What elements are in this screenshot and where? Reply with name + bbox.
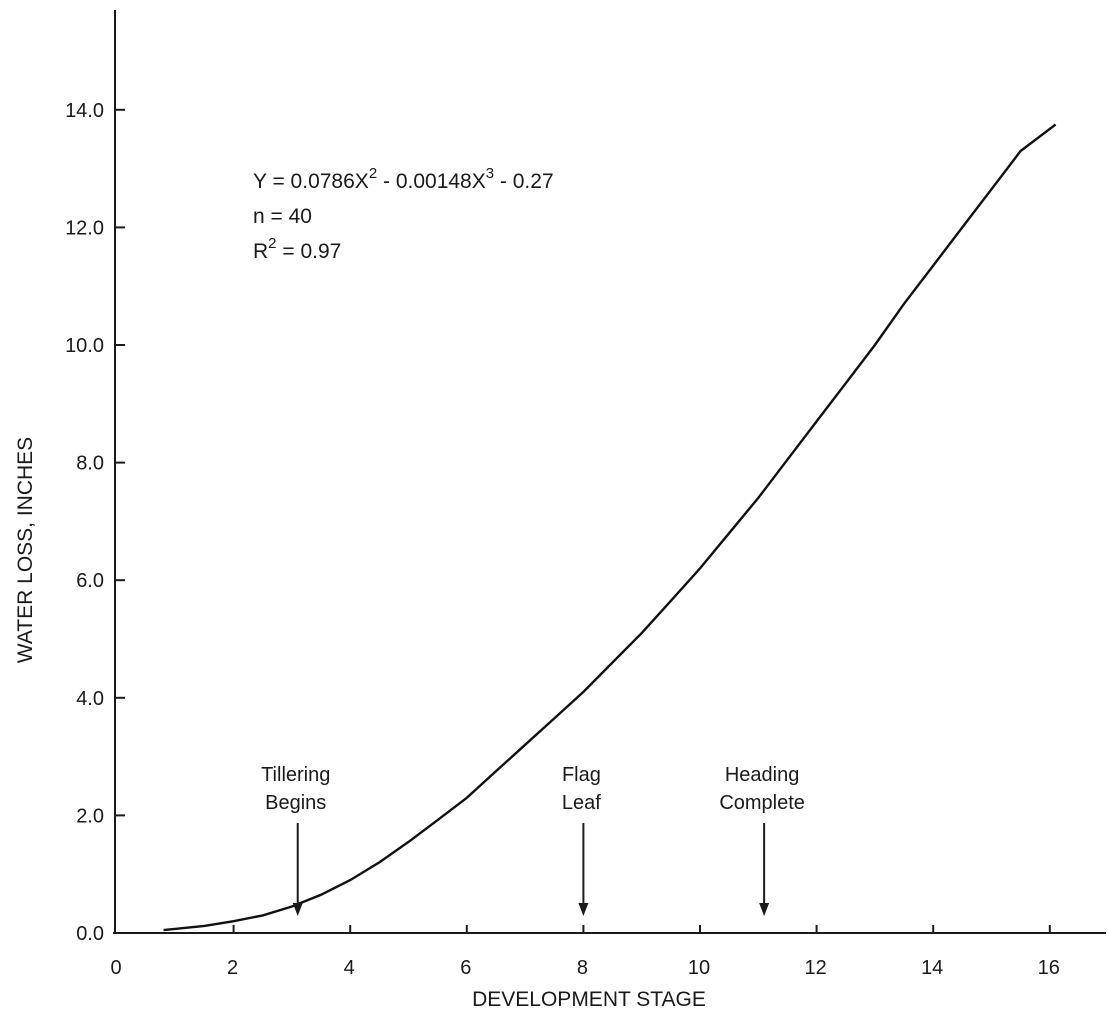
water-loss-curve <box>163 123 1057 932</box>
equation-r-suffix: = 0.97 <box>277 240 342 263</box>
equation-sup-1: 2 <box>369 165 377 182</box>
x-tick-label-5: 10 <box>688 957 710 979</box>
equation-mid-part: - 0.00148X <box>377 170 486 193</box>
x-tick-label-0: 0 <box>110 957 121 979</box>
y-ticks: 0.0 2.0 4.0 6.0 8.0 10.0 12.0 14.0 <box>65 100 125 945</box>
x-tick-label-2: 4 <box>344 957 355 979</box>
y-tick-label-7: 14.0 <box>65 100 104 122</box>
heading-label-line1: Heading <box>725 764 800 786</box>
axes <box>113 10 1106 934</box>
heading-label-line2: Complete <box>719 792 805 814</box>
x-ticks: 0 2 4 6 8 10 12 14 16 <box>110 925 1060 979</box>
x-tick-label-3: 6 <box>460 957 471 979</box>
y-tick-label-2: 4.0 <box>76 688 104 710</box>
x-tick-label-4: 8 <box>577 957 588 979</box>
equation-r2: R2 = 0.97 <box>253 235 341 263</box>
flag-leaf-label-line2: Leaf <box>562 792 601 814</box>
y-tick-label-0: 0.0 <box>76 923 104 945</box>
y-tick-label-5: 10.0 <box>65 335 104 357</box>
tillering-label-line1: Tillering <box>261 764 330 786</box>
x-tick-label-6: 12 <box>804 957 826 979</box>
heading-arrow-head <box>759 903 770 916</box>
equation-block: Y = 0.0786X2 - 0.00148X3 - 0.27 n = 40 R… <box>253 165 554 263</box>
x-tick-label-7: 14 <box>921 957 943 979</box>
flag-leaf-label-line1: Flag <box>562 764 601 786</box>
equation-sup-2: 3 <box>486 165 494 182</box>
x-tick-label-8: 16 <box>1038 957 1060 979</box>
equation-text: Y = 0.0786X2 - 0.00148X3 - 0.27 <box>253 165 554 193</box>
equation-end-part: - 0.27 <box>494 170 554 193</box>
x-axis-label: DEVELOPMENT STAGE <box>472 988 706 1011</box>
annotations: Tillering Begins Flag Leaf Heading Complete <box>261 764 805 916</box>
x-tick-label-1: 2 <box>227 957 238 979</box>
y-tick-label-4: 8.0 <box>76 453 104 475</box>
equation-r-prefix: R <box>253 240 268 263</box>
y-axis-label: WATER LOSS, INCHES <box>14 437 37 663</box>
equation-n: n = 40 <box>253 205 312 228</box>
y-tick-label-6: 12.0 <box>65 217 104 239</box>
tillering-label-line2: Begins <box>265 792 326 814</box>
tillering-arrow-head <box>292 903 303 916</box>
y-tick-label-3: 6.0 <box>76 570 104 592</box>
equation-y-part: Y = 0.0786X <box>253 170 369 193</box>
equation-r-sup: 2 <box>268 235 276 252</box>
flag-leaf-arrow-head <box>578 903 589 916</box>
y-tick-label-1: 2.0 <box>76 805 104 827</box>
